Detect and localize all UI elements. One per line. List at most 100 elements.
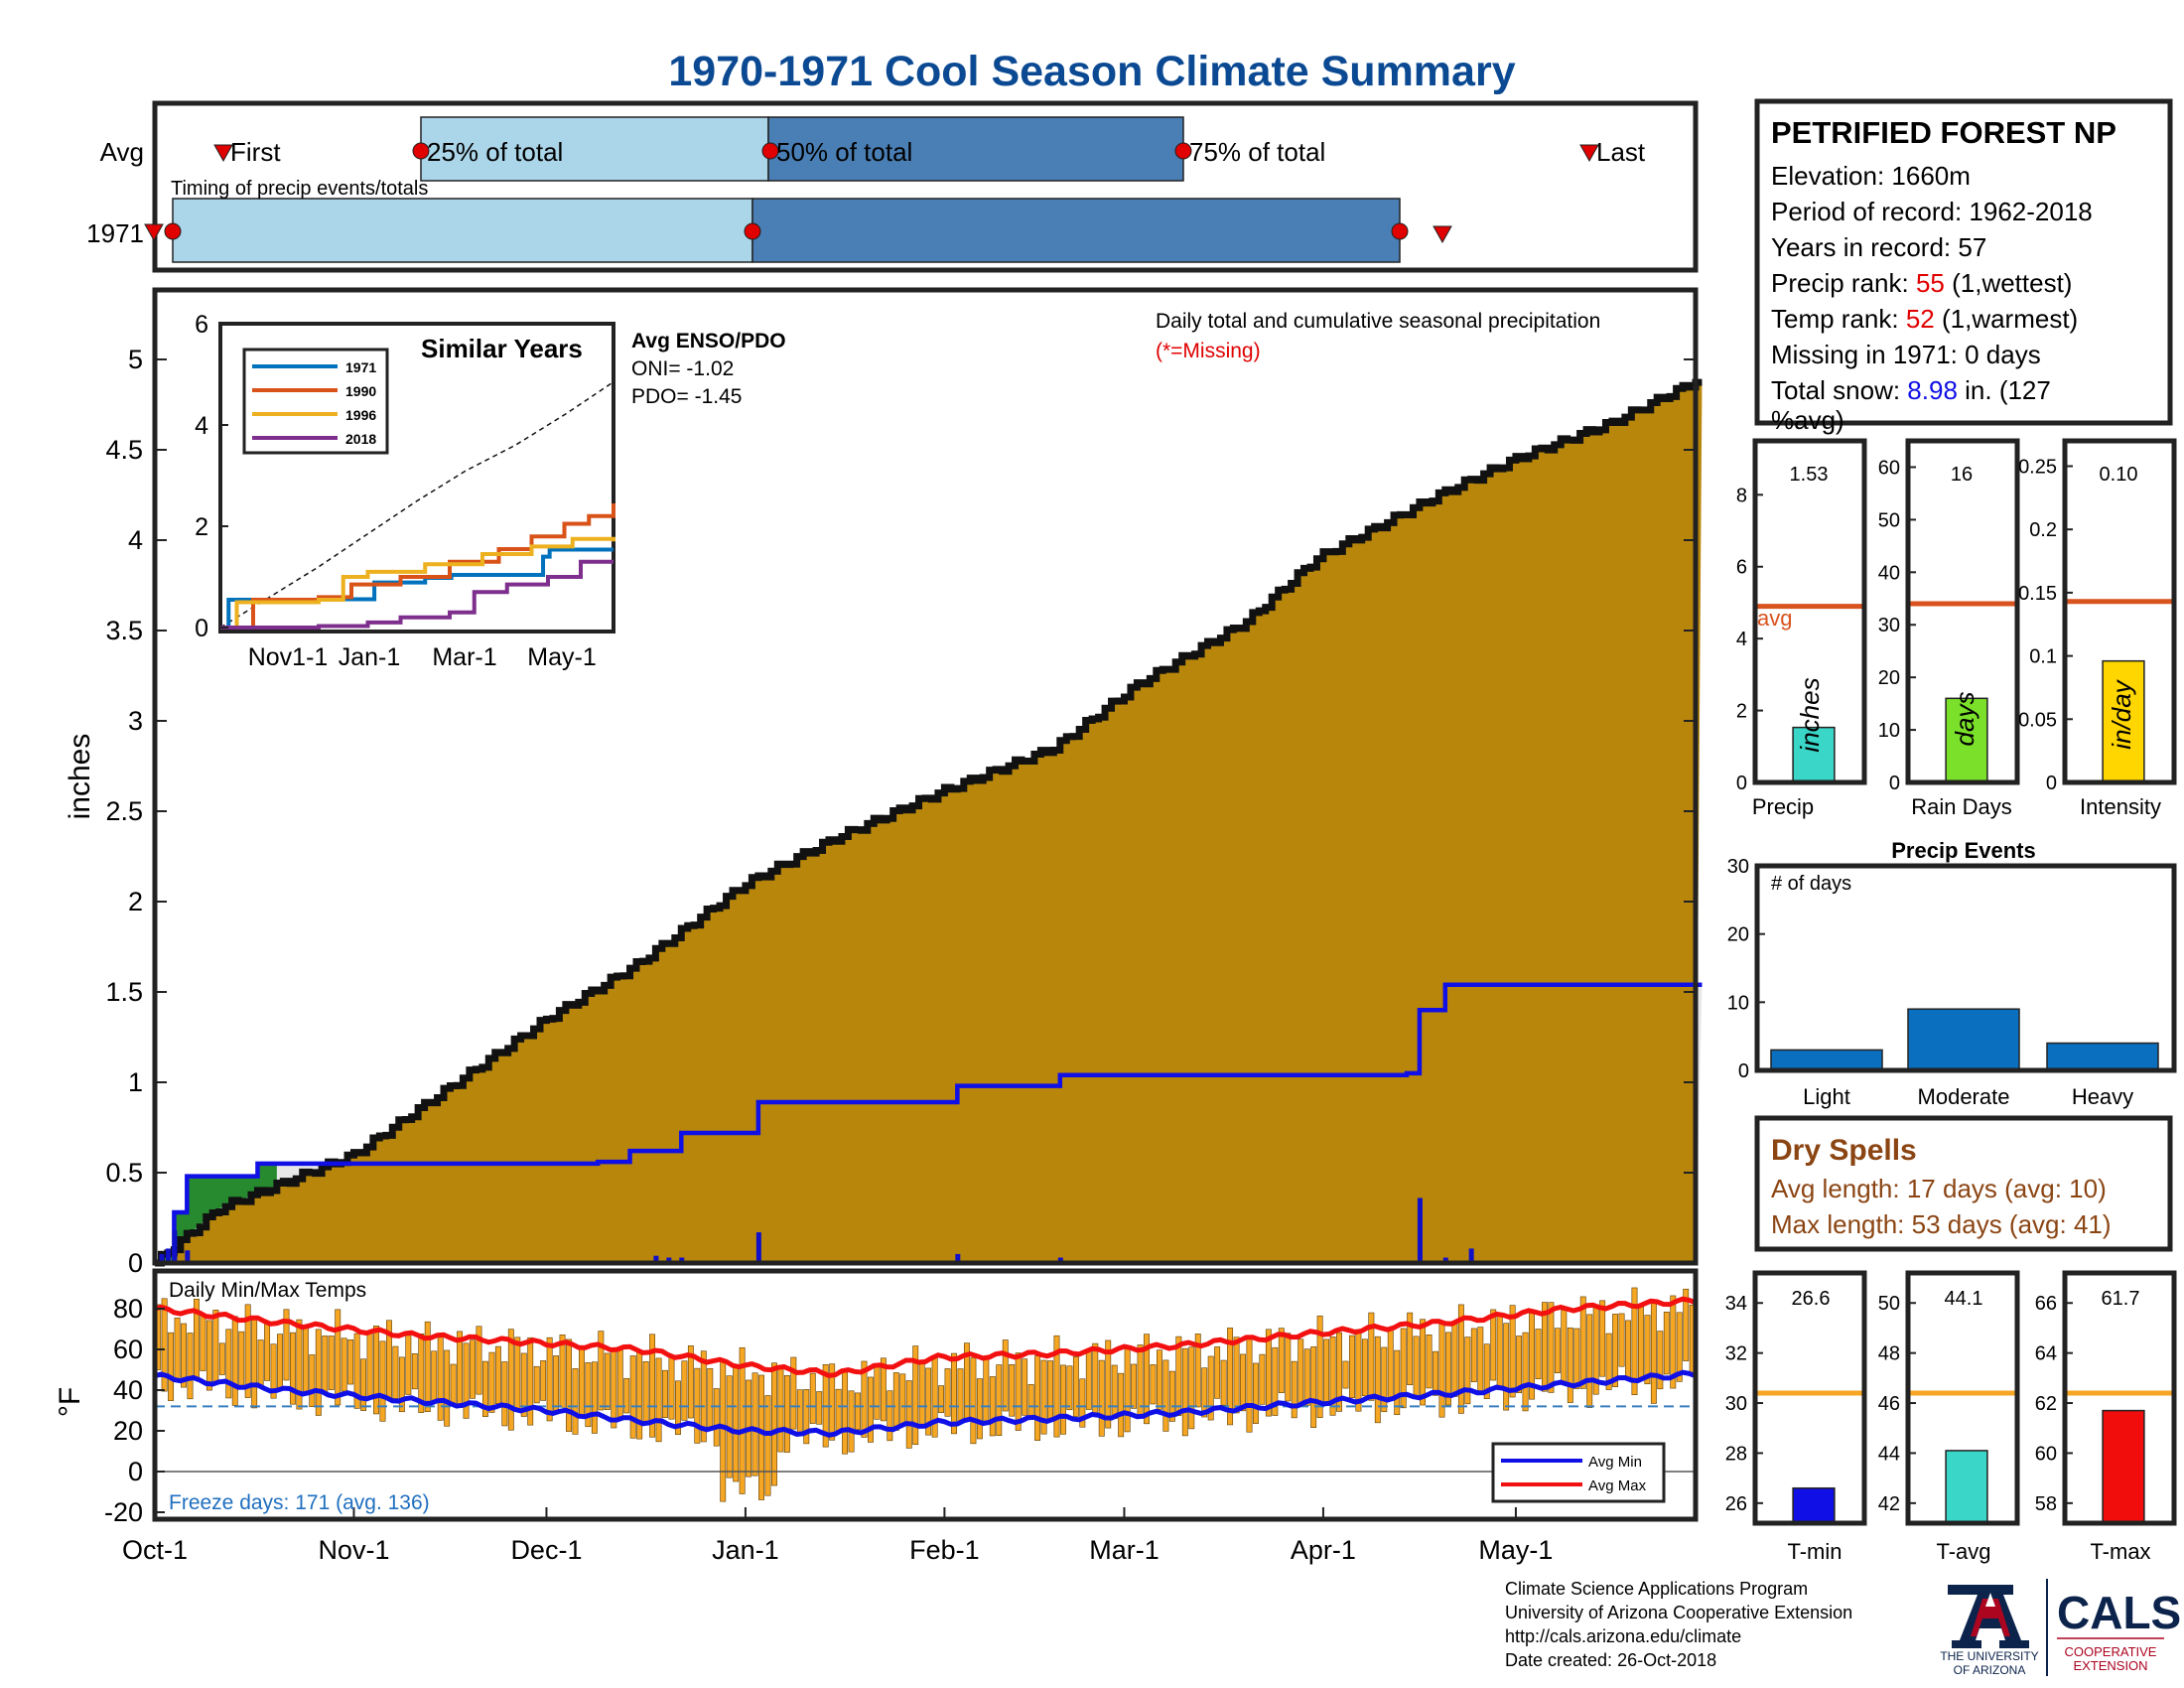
- similar-ytick-label: 6: [195, 311, 208, 339]
- panel-bg: [1755, 1273, 1864, 1523]
- daily-precip-bar: [955, 1253, 961, 1263]
- temp-range-bar: [200, 1315, 206, 1371]
- main-ytick-label: 4.5: [105, 435, 143, 465]
- similar-xtick-label: Mar-1: [432, 643, 496, 671]
- temp-range-bar: [1278, 1328, 1285, 1393]
- timing-q25-label: 25% of total: [427, 137, 563, 167]
- station-snow: Total snow: 8.98 in. (127: [1771, 375, 2051, 405]
- timing-caption: Timing of precip events/totals: [171, 178, 428, 200]
- temp-range-bar: [463, 1342, 470, 1419]
- temp-range-bar: [1457, 1304, 1464, 1414]
- main-ytick-label: 1: [128, 1067, 143, 1097]
- freeze-days: Freeze days: 171 (avg. 136): [169, 1491, 430, 1514]
- temp-range-bar: [341, 1337, 347, 1392]
- temp-range-bar: [585, 1362, 592, 1428]
- main-ytick-label: 3: [128, 706, 143, 736]
- similar-line-1996: [220, 536, 615, 630]
- temp-range-bar: [322, 1336, 329, 1393]
- similar-legend: 1971 1990 1996 2018: [242, 348, 389, 455]
- dry-avg: Avg length: 17 days (avg: 10): [1771, 1174, 2107, 1203]
- temp-range-bar: [1105, 1339, 1112, 1429]
- intensity-axis-label: Intensity: [2080, 794, 2161, 819]
- enso-title: Avg ENSO/PDO: [631, 330, 786, 352]
- temp-ytick-label: 40: [113, 1375, 143, 1405]
- temp-range-bar: [566, 1338, 572, 1432]
- daily-precip-bars: [159, 1197, 1474, 1263]
- main-ylabel: inches: [64, 734, 96, 820]
- temp-range-bar: [309, 1354, 316, 1407]
- temp-range-bar: [668, 1355, 675, 1420]
- avg-last-marker: [1579, 144, 1599, 163]
- temp-range-bar: [1605, 1333, 1612, 1390]
- station-snow-pct: %avg): [1771, 405, 1844, 435]
- temp-range-bar: [270, 1343, 277, 1399]
- footer-line2: University of Arizona Cooperative Extens…: [1505, 1603, 1852, 1622]
- side-ytick-label: 26: [1725, 1493, 1747, 1515]
- avg-bar-q25-q50: [420, 116, 769, 182]
- temp-range-bar: [951, 1352, 957, 1435]
- avg-cumulative-line: [155, 378, 1703, 1267]
- temp-ytick-label: 80: [113, 1294, 143, 1324]
- temp-range-bar: [1413, 1336, 1420, 1396]
- temp-range-bar: [777, 1366, 784, 1453]
- temp-range-bar: [611, 1349, 617, 1429]
- temp-range-bar: [212, 1310, 219, 1385]
- temp-range-bar: [829, 1363, 836, 1441]
- temp-range-bar: [161, 1298, 168, 1392]
- cals-logo-text: CALS: [2057, 1587, 2181, 1638]
- temp-range-bar: [476, 1326, 482, 1395]
- temp-range-bar: [1220, 1359, 1227, 1406]
- temp-range-bar: [553, 1355, 560, 1414]
- raindays-unit: days: [1950, 692, 1979, 747]
- daily-precip-bar: [185, 1250, 191, 1263]
- temp-range-bar: [713, 1388, 720, 1447]
- avg-min-line: [154, 1369, 1697, 1438]
- temp-range-bar: [418, 1333, 425, 1413]
- temp-range-bar: [392, 1345, 399, 1399]
- temp-range-bar: [681, 1360, 688, 1421]
- temp-range-bar: [1644, 1315, 1651, 1385]
- side-ytick-label: 42: [1878, 1493, 1900, 1515]
- temp-range-bar: [578, 1348, 585, 1417]
- temp-range-bar: [1426, 1335, 1433, 1389]
- temp-title: Daily Min/Max Temps: [169, 1279, 366, 1302]
- temp-range-bar: [1111, 1364, 1118, 1419]
- timing-q75-label: 75% of total: [1189, 137, 1325, 167]
- side-ytick-label: 66: [2035, 1293, 2057, 1315]
- temp-range-bar: [842, 1370, 849, 1455]
- temp-range-bar: [1329, 1336, 1336, 1416]
- events-bar-light: [1770, 1049, 1883, 1071]
- temp-range-bar: [1310, 1346, 1317, 1428]
- timing-q50-label: 50% of total: [776, 137, 912, 167]
- precip-axis-label: Precip: [1752, 794, 1814, 819]
- station-temp-rank: Temp rank: 52 (1,warmest): [1771, 304, 2078, 334]
- side-value-bar: [2102, 1409, 2145, 1524]
- temp-range-bar: [1022, 1358, 1028, 1416]
- temp-range-bar: [514, 1336, 521, 1410]
- events-frame: [1754, 863, 2177, 1073]
- temp-range-bar: [1573, 1328, 1580, 1389]
- temp-range-bar: [957, 1368, 964, 1422]
- year-bar-q50-q75: [751, 198, 1401, 263]
- temp-range-bar: [1631, 1287, 1638, 1395]
- temp-range-bar: [604, 1352, 611, 1410]
- avg-cumulative-area: [155, 382, 1703, 1263]
- temp-range-bar: [880, 1357, 887, 1422]
- temp-range-bar: [366, 1331, 373, 1398]
- ua-logo-icon: [1948, 1585, 2029, 1648]
- temp-range-bar: [1342, 1360, 1349, 1389]
- dry-max: Max length: 53 days (avg: 41): [1771, 1209, 2112, 1239]
- temp-ylabel: °F: [54, 1387, 86, 1417]
- temp-range-bar: [887, 1390, 893, 1442]
- side-ytick-label: 48: [1878, 1343, 1900, 1365]
- events-bar-heavy: [2046, 1042, 2159, 1071]
- events-xtick-label: Moderate: [1918, 1084, 2010, 1109]
- station-period: Period of record: 1962-2018: [1771, 197, 2093, 226]
- similar-line-2018: [220, 559, 614, 630]
- dry-title: Dry Spells: [1771, 1134, 1917, 1167]
- temp-range-bar: [1240, 1353, 1246, 1412]
- temp-range-bar: [277, 1334, 283, 1389]
- footer-line3: http://cals.arizona.edu/climate: [1505, 1626, 1741, 1646]
- legend-2018: 2018: [345, 431, 376, 447]
